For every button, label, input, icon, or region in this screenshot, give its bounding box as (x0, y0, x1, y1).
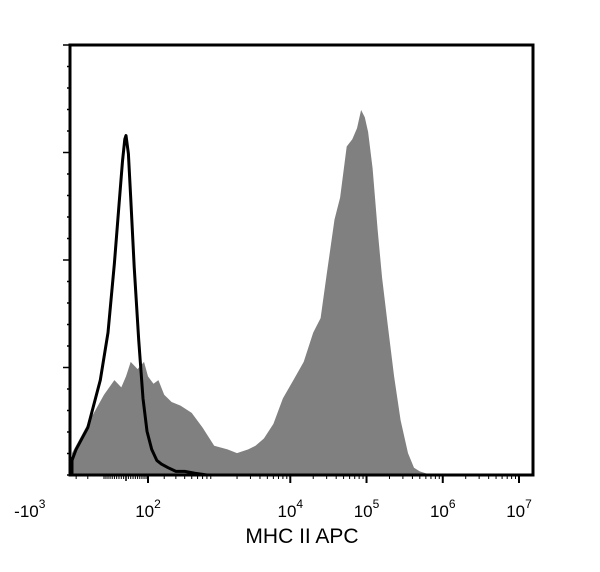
plot-frame (68, 43, 535, 477)
x-tick-label: -103 (14, 497, 46, 521)
x-tick-label: 102 (135, 497, 161, 521)
x-tick-label: 107 (506, 497, 532, 521)
x-axis-tick-labels: -103 102 104 105 106 107 (14, 497, 532, 521)
x-tick-label: 105 (354, 497, 380, 521)
x-tick-label: 104 (277, 497, 303, 521)
x-tick-label: 106 (430, 497, 456, 521)
outline-histogram-series (70, 134, 519, 477)
x-axis-title: MHC II APC (245, 525, 358, 548)
filled-histogram-series (72, 110, 519, 475)
series-layer (70, 110, 519, 477)
